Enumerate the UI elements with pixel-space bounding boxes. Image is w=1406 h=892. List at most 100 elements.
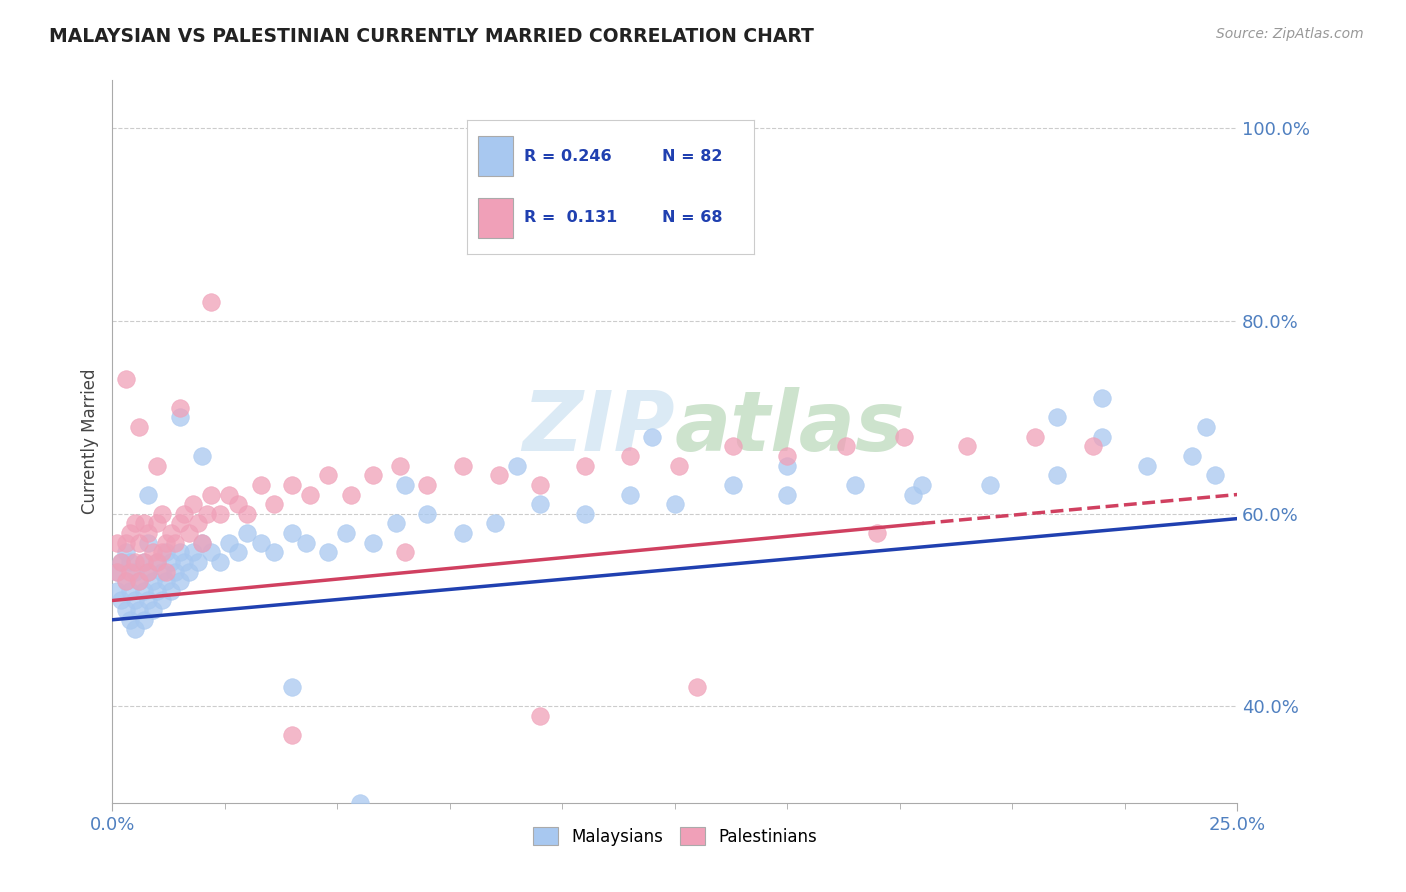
Point [124, 623, 146, 637]
Point [173, 507, 195, 521]
Point [394, 545, 416, 559]
Point [776, 458, 799, 473]
Text: atlas: atlas [675, 386, 905, 467]
Point [866, 526, 889, 541]
Point [218, 535, 240, 549]
Point [394, 478, 416, 492]
Point [574, 458, 596, 473]
Point [115, 545, 138, 559]
Point [200, 545, 222, 559]
Point [228, 545, 250, 559]
Point [1195, 420, 1218, 434]
Point [956, 439, 979, 453]
Point [124, 593, 146, 607]
Point [281, 478, 304, 492]
Point [150, 545, 173, 559]
Point [105, 565, 128, 579]
Point [236, 526, 259, 541]
Point [115, 603, 138, 617]
Point [911, 478, 934, 492]
Point [488, 468, 510, 483]
Point [115, 574, 138, 589]
Text: Source: ZipAtlas.com: Source: ZipAtlas.com [1216, 27, 1364, 41]
Point [120, 583, 142, 598]
Point [187, 516, 209, 531]
Point [160, 526, 183, 541]
Point [146, 555, 169, 569]
Point [1136, 458, 1159, 473]
Point [1091, 391, 1114, 405]
Point [281, 728, 304, 742]
Point [281, 680, 304, 694]
Point [335, 526, 357, 541]
Point [1091, 430, 1114, 444]
Point [138, 526, 160, 541]
Point [299, 487, 322, 501]
Point [124, 516, 146, 531]
Point [128, 574, 150, 589]
Point [416, 478, 439, 492]
Point [835, 439, 858, 453]
Point [1204, 468, 1226, 483]
Point [138, 565, 160, 579]
Point [132, 613, 155, 627]
Point [169, 545, 191, 559]
Point [250, 535, 273, 549]
Point [105, 535, 128, 549]
Point [150, 593, 173, 607]
Point [1083, 439, 1105, 453]
Point [150, 565, 173, 579]
Point [128, 535, 150, 549]
Point [363, 468, 385, 483]
Point [115, 372, 138, 386]
Point [1046, 410, 1069, 425]
Point [169, 401, 191, 415]
Point [723, 439, 745, 453]
Point [574, 507, 596, 521]
Point [236, 507, 259, 521]
Point [177, 565, 200, 579]
Point [146, 516, 169, 531]
Point [619, 449, 641, 463]
Point [138, 565, 160, 579]
Point [146, 458, 169, 473]
Point [177, 526, 200, 541]
Point [1024, 430, 1046, 444]
Point [165, 565, 187, 579]
Point [529, 709, 551, 723]
Point [169, 574, 191, 589]
Point [105, 583, 128, 598]
Point [263, 497, 285, 511]
Point [115, 535, 138, 549]
Point [110, 593, 132, 607]
Point [146, 555, 169, 569]
Point [263, 545, 285, 559]
Point [903, 487, 925, 501]
Point [183, 497, 205, 511]
Point [138, 593, 160, 607]
Point [191, 449, 214, 463]
Point [142, 545, 165, 559]
Point [218, 487, 240, 501]
Point [529, 478, 551, 492]
Point [1181, 449, 1204, 463]
Point [664, 497, 686, 511]
Point [363, 535, 385, 549]
Point [120, 555, 142, 569]
Point [128, 574, 150, 589]
Point [155, 574, 177, 589]
Point [776, 487, 799, 501]
Point [349, 796, 371, 810]
Point [668, 458, 690, 473]
Point [124, 565, 146, 579]
Point [250, 478, 273, 492]
Point [132, 555, 155, 569]
Point [155, 535, 177, 549]
Point [453, 526, 475, 541]
Point [160, 555, 183, 569]
Point [173, 555, 195, 569]
Point [506, 458, 529, 473]
Point [200, 294, 222, 309]
Point [183, 545, 205, 559]
Point [187, 555, 209, 569]
